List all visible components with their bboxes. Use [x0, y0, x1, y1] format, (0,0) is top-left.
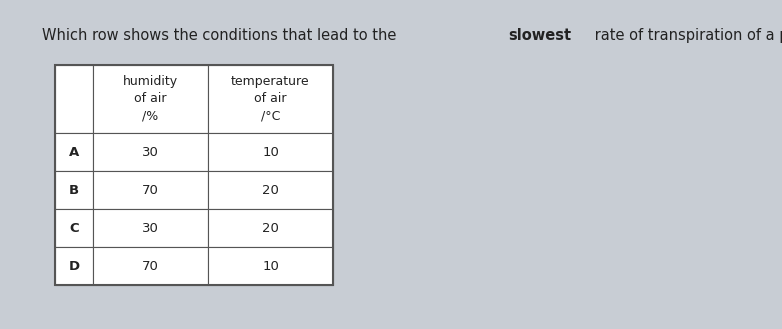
Text: A: A [69, 145, 79, 159]
Bar [93, 209, 208, 247]
Bar [55, 65, 333, 285]
Bar [93, 65, 208, 133]
Text: rate of transpiration of a plant?: rate of transpiration of a plant? [590, 28, 782, 43]
Text: temperature
of air
/°C: temperature of air /°C [231, 75, 310, 122]
Bar [208, 65, 333, 133]
Text: 20: 20 [262, 184, 279, 196]
Bar [208, 209, 333, 247]
Bar [55, 171, 93, 209]
Bar [55, 133, 93, 171]
Text: B: B [69, 184, 79, 196]
Text: C: C [69, 221, 79, 235]
Text: 10: 10 [262, 260, 279, 272]
Text: 20: 20 [262, 221, 279, 235]
Bar [55, 209, 93, 247]
Text: humidity
of air
/%: humidity of air /% [123, 75, 178, 122]
Text: 10: 10 [262, 145, 279, 159]
Text: Which row shows the conditions that lead to the: Which row shows the conditions that lead… [42, 28, 401, 43]
Text: 70: 70 [142, 260, 159, 272]
Bar [93, 171, 208, 209]
Bar [93, 247, 208, 285]
Text: 30: 30 [142, 221, 159, 235]
Text: 30: 30 [142, 145, 159, 159]
Bar [93, 133, 208, 171]
Text: 70: 70 [142, 184, 159, 196]
Bar [55, 247, 93, 285]
Text: D: D [69, 260, 80, 272]
Bar [208, 247, 333, 285]
Bar [208, 133, 333, 171]
Bar [55, 65, 93, 133]
Text: slowest: slowest [508, 28, 572, 43]
Bar [208, 171, 333, 209]
